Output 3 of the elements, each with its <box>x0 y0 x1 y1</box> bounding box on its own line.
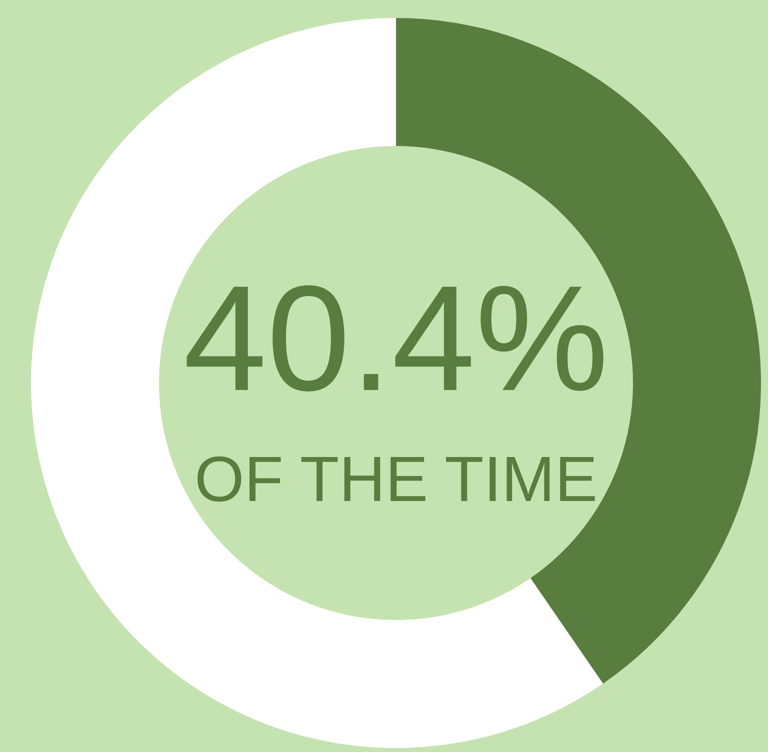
donut-slice <box>31 18 604 748</box>
text: OF THE TIME <box>194 443 598 515</box>
text: 40.4% <box>183 254 609 422</box>
